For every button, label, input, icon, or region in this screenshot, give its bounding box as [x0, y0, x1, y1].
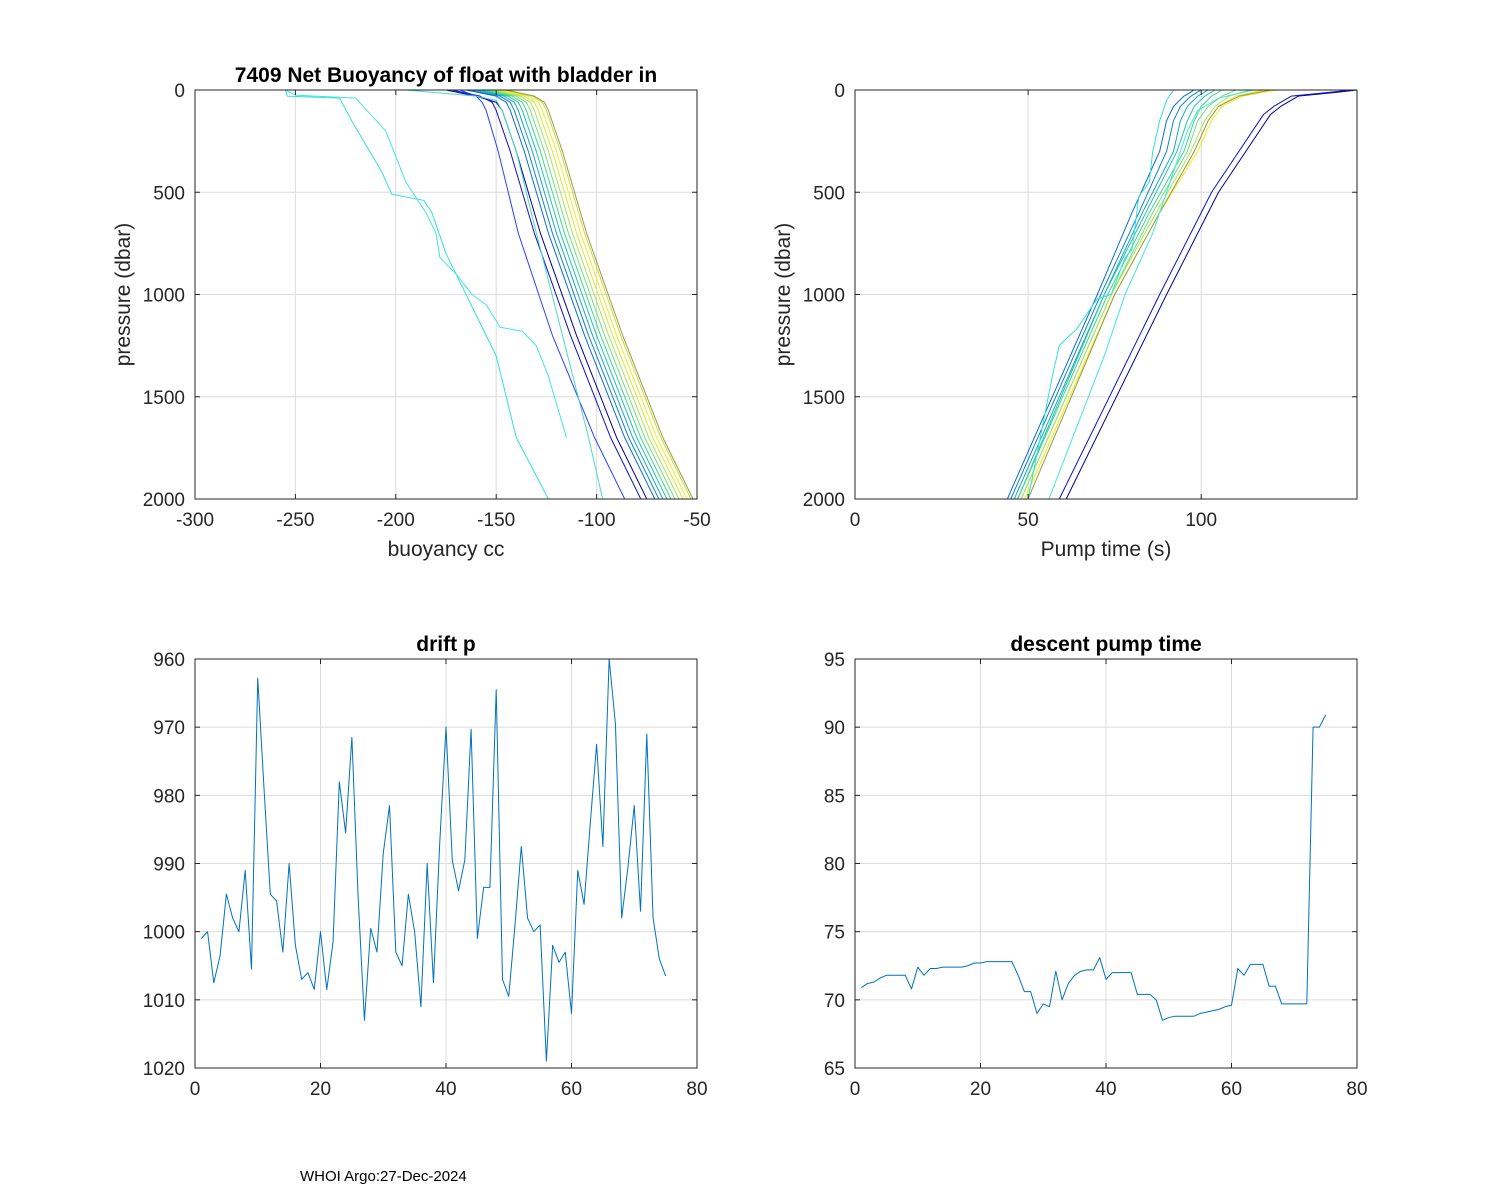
pump-series-line-q4 [1010, 90, 1202, 499]
buoyancy-ytick-label-2: 1000 [143, 286, 185, 307]
pump-series-line-q6 [1017, 90, 1216, 499]
descent-ytick-label-2: 75 [824, 923, 845, 944]
descent-pump-time-panel: 0 20 40 60 80 65 70 75 80 85 90 95 descent pump time [824, 633, 1368, 1100]
pump-series-line-q3 [1006, 90, 1195, 499]
buoyancy-ytick-label-4: 2000 [143, 490, 185, 511]
descent-xtick-label-4: 80 [1346, 1079, 1367, 1100]
pump-ytick-label-4: 2000 [803, 490, 845, 511]
pump-series-line-q1 [1065, 90, 1357, 499]
descent-xtick-label-1: 20 [970, 1079, 991, 1100]
descent-ytick-label-6: 95 [824, 650, 845, 671]
buoyancy-series-line-p11 [496, 90, 684, 499]
descent-xtick-label-0: 0 [850, 1079, 861, 1100]
descent-xtick-label-2: 40 [1095, 1079, 1116, 1100]
buoyancy-xtick-label-4: -100 [578, 510, 616, 531]
buoyancy-title: 7409 Net Buoyancy of float with bladder … [235, 64, 657, 87]
drift-xtick-label-3: 60 [561, 1079, 582, 1100]
buoyancy-series-line-p8 [484, 90, 672, 499]
descent-ytick-label-4: 85 [824, 786, 845, 807]
drift-ytick-label-4: 1000 [143, 923, 185, 944]
descent-ytick-label-5: 90 [824, 718, 845, 739]
buoyancy-series-line-p3 [459, 90, 626, 499]
buoyancy-series-line-p14 [506, 90, 694, 499]
descent-xtick-label-3: 60 [1221, 1079, 1242, 1100]
buoyancy-series-line-p15 [405, 90, 604, 499]
pump-ytick-label-3: 1500 [803, 388, 845, 409]
drift-xtick-label-0: 0 [190, 1079, 201, 1100]
buoyancy-xtick-label-5: -50 [683, 510, 710, 531]
pump-xlabel: Pump time (s) [1041, 538, 1172, 561]
descent-series-line-descent [860, 714, 1327, 1021]
buoyancy-xlabel: buoyancy cc [388, 538, 505, 561]
descent-ytick-label-3: 80 [824, 855, 845, 876]
buoyancy-ytick-label-3: 1500 [143, 388, 185, 409]
buoyancy-series-line-p4 [465, 90, 656, 499]
footer-label: WHOI Argo:27-Dec-2024 [300, 1168, 467, 1185]
pump-series-line-q5 [1013, 90, 1209, 499]
descent-ytick-label-0: 65 [824, 1059, 845, 1080]
pump-series-line-q7 [1017, 90, 1223, 499]
descent-ytick-label-1: 70 [824, 991, 845, 1012]
drift-ytick-label-5: 1010 [143, 991, 185, 1012]
drift-series-group [200, 659, 667, 1062]
drift-ytick-label-1: 970 [153, 718, 185, 739]
pump-ytick-label-0: 0 [834, 81, 845, 102]
buoyancy-series-line-p5 [470, 90, 660, 499]
pump-ytick-label-2: 1000 [803, 286, 845, 307]
buoyancy-series-line-p7 [480, 90, 668, 499]
pump-xtick-label-1: 50 [1018, 510, 1039, 531]
drift-xtick-label-2: 40 [435, 1079, 456, 1100]
buoyancy-ytick-label-1: 500 [153, 183, 185, 204]
buoyancy-xtick-label-1: -250 [276, 510, 314, 531]
buoyancy-ytick-label-0: 0 [174, 81, 185, 102]
pump-ylabel: pressure (dbar) [772, 223, 795, 367]
buoyancy-xtick-label-2: -200 [377, 510, 415, 531]
buoyancy-series-line-p17 [285, 90, 567, 438]
drift-xtick-label-4: 80 [686, 1079, 707, 1100]
drift-title: drift p [416, 633, 475, 656]
buoyancy-ylabel: pressure (dbar) [112, 223, 135, 367]
buoyancy-series-line-p10 [492, 90, 680, 499]
buoyancy-series-line-p12 [500, 90, 688, 499]
drift-ytick-label-3: 990 [153, 855, 185, 876]
pump-series-line-q13 [1027, 90, 1174, 499]
pump-series-group [1006, 90, 1357, 499]
pump-series-line-q9 [1020, 90, 1250, 499]
descent-title: descent pump time [1010, 633, 1201, 656]
drift-ytick-label-0: 960 [153, 650, 185, 671]
drift-xtick-label-1: 20 [310, 1079, 331, 1100]
buoyancy-xtick-label-3: -150 [477, 510, 515, 531]
drift-pressure-panel: 0 20 40 60 80 960 970 980 990 1000 1010 1020 drift p [143, 633, 708, 1100]
buoyancy-series-line-p6 [476, 90, 664, 499]
buoyancy-series-group [284, 90, 694, 499]
pump-xtick-label-2: 100 [1185, 510, 1217, 531]
drift-series-line-drift [200, 659, 667, 1062]
pump-series-line-q12 [1027, 90, 1271, 499]
pump-xtick-label-0: 0 [850, 510, 861, 531]
pump-series-line-q2 [1058, 90, 1351, 499]
buoyancy-series-line-p13 [504, 90, 692, 499]
buoyancy-series-line-p16 [284, 90, 549, 499]
drift-ytick-label-6: 1020 [143, 1059, 185, 1080]
buoyancy-panel: -300 -250 -200 -150 -100 -50 0 500 1000 1500 2000 7… [112, 64, 711, 561]
buoyancy-series-line-p9 [488, 90, 676, 499]
descent-series-group [860, 714, 1327, 1021]
pump-ytick-label-1: 500 [813, 183, 845, 204]
pump-series-line-q14 [1048, 90, 1254, 499]
buoyancy-xtick-label-0: -300 [176, 510, 214, 531]
drift-ytick-label-2: 980 [153, 786, 185, 807]
